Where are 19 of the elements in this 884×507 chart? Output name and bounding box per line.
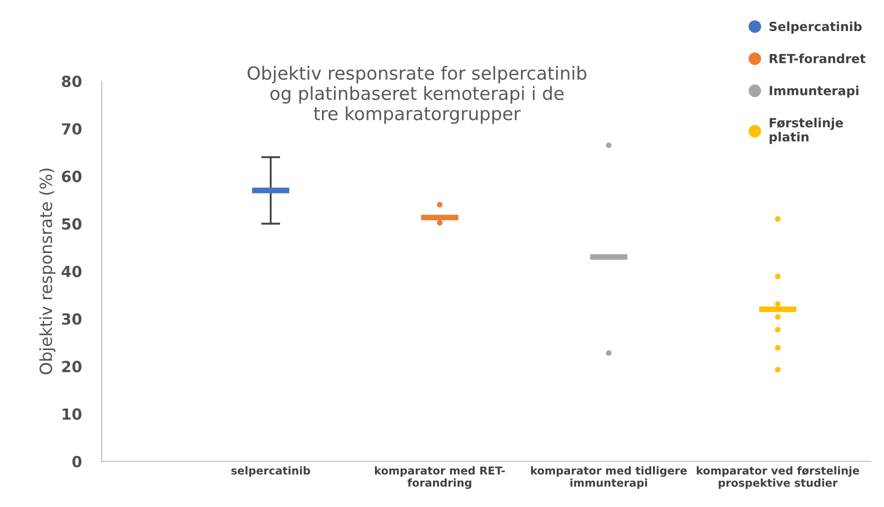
legend-label: Selpercatinib [770, 21, 862, 34]
chart-title: Objektiv responsrate for selpercatinib og platinbaseret kemoterapi i de tre komparatorgrupper [248, 66, 586, 124]
x-tick-label: komparator med tidligere immunterapi [531, 466, 687, 489]
y-tick-label: 0 [72, 456, 82, 468]
y-tick-label: 20 [62, 360, 82, 372]
x-tick-label: selpercatinib [231, 466, 310, 477]
legend-label: Førstelinje platin [770, 118, 843, 144]
y-tick-label: 30 [62, 313, 82, 325]
y-tick-label: 60 [62, 170, 82, 182]
legend-label: RET-forandret [770, 54, 866, 64]
y-axis-title: Objektiv responsrate (%) [39, 168, 56, 374]
legend-label: Immunterapi [770, 86, 858, 98]
y-tick-label: 10 [62, 408, 82, 420]
y-tick-label: 70 [62, 123, 82, 135]
y-tick-label: 50 [62, 218, 82, 230]
x-tick-label: komparator med RET- forandring [374, 466, 505, 489]
y-tick-label: 80 [62, 76, 82, 88]
x-tick-label: komparator ved førstelinje prospektive studier [696, 466, 860, 489]
y-tick-label: 40 [62, 266, 82, 278]
